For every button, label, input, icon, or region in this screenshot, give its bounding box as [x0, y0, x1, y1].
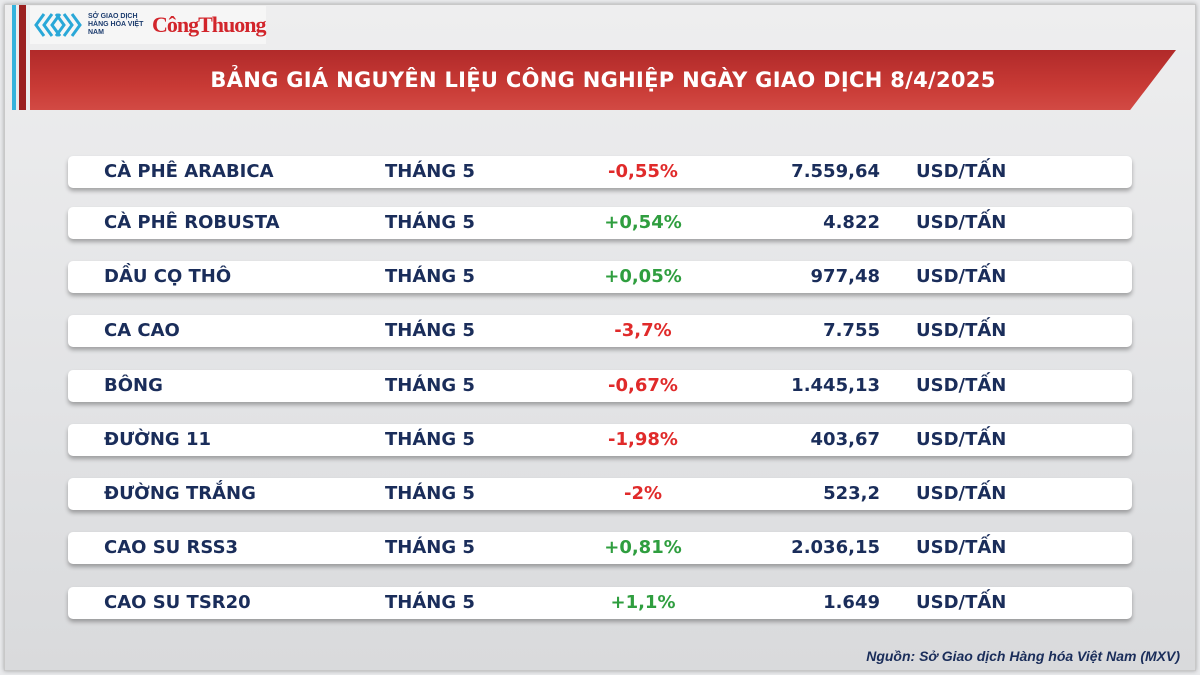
table-row: DẦU CỌ THÔ THÁNG 5 +0,05% 977,48 USD/TẤN	[68, 261, 1132, 293]
mxv-logo-text: SỞ GIAO DỊCH HÀNG HÓA VIỆT NAM	[88, 13, 144, 36]
change-percent: -3,7%	[614, 320, 672, 341]
logo: SỞ GIAO DỊCH HÀNG HÓA VIỆT NAM CôngThuon…	[30, 6, 267, 44]
contract-month: THÁNG 5	[385, 266, 475, 287]
contract-month: THÁNG 5	[385, 161, 475, 182]
contract-month: THÁNG 5	[385, 375, 475, 396]
change-percent: -0,55%	[608, 161, 678, 182]
accent-bar-red	[19, 5, 26, 110]
change-percent: -2%	[623, 483, 663, 504]
contract-month: THÁNG 5	[385, 483, 475, 504]
title-banner	[30, 50, 1176, 110]
mxv-logo-icon	[34, 13, 82, 37]
unit: USD/TẤN	[916, 537, 1007, 558]
table-row: CAO SU TSR20 THÁNG 5 +1,1% 1.649 USD/TẤN	[68, 587, 1132, 619]
contract-month: THÁNG 5	[385, 537, 475, 558]
unit: USD/TẤN	[916, 212, 1007, 233]
contract-month: THÁNG 5	[385, 212, 475, 233]
commodity-name: CÀ PHÊ ARABICA	[104, 161, 274, 182]
commodity-name: CAO SU RSS3	[104, 537, 239, 558]
cong-thuong-logo: CôngThuong	[152, 12, 267, 37]
table-row: CAO SU RSS3 THÁNG 5 +0,81% 2.036,15 USD/…	[68, 532, 1132, 564]
price: 403,67	[810, 429, 880, 450]
table-row: CA CAO THÁNG 5 -3,7% 7.755 USD/TẤN	[68, 315, 1132, 347]
contract-month: THÁNG 5	[385, 429, 475, 450]
unit: USD/TẤN	[916, 592, 1007, 613]
commodity-name: CAO SU TSR20	[104, 592, 251, 613]
commodity-name: CÀ PHÊ ROBUSTA	[104, 212, 280, 233]
change-percent: -0,67%	[608, 375, 678, 396]
unit: USD/TẤN	[916, 429, 1007, 450]
price: 1.649	[823, 592, 880, 613]
commodity-name: CA CAO	[104, 320, 180, 341]
change-percent: +0,81%	[604, 537, 682, 558]
change-percent: -1,98%	[608, 429, 678, 450]
table-row: CÀ PHÊ ROBUSTA THÁNG 5 +0,54% 4.822 USD/…	[68, 207, 1132, 239]
price: 523,2	[823, 483, 880, 504]
price: 4.822	[823, 212, 880, 233]
table-row: ĐƯỜNG 11 THÁNG 5 -1,98% 403,67 USD/TẤN	[68, 424, 1132, 456]
table-row: ĐƯỜNG TRẮNG THÁNG 5 -2% 523,2 USD/TẤN	[68, 478, 1132, 510]
commodity-name: DẦU CỌ THÔ	[104, 266, 232, 287]
unit: USD/TẤN	[916, 320, 1007, 341]
unit: USD/TẤN	[916, 266, 1007, 287]
change-percent: +1,1%	[610, 592, 676, 613]
price: 977,48	[810, 266, 880, 287]
change-percent: +0,54%	[604, 212, 682, 233]
unit: USD/TẤN	[916, 375, 1007, 396]
commodity-name: ĐƯỜNG TRẮNG	[104, 483, 256, 504]
price: 1.445,13	[791, 375, 880, 396]
source-note: Nguồn: Sở Giao dịch Hàng hóa Việt Nam (M…	[866, 648, 1180, 664]
unit: USD/TẤN	[916, 483, 1007, 504]
commodity-name: BÔNG	[104, 375, 163, 396]
price: 7.755	[823, 320, 880, 341]
commodity-name: ĐƯỜNG 11	[104, 429, 211, 450]
price: 7.559,64	[791, 161, 880, 182]
change-percent: +0,05%	[604, 266, 682, 287]
accent-bar-blue	[12, 5, 16, 110]
price: 2.036,15	[791, 537, 880, 558]
contract-month: THÁNG 5	[385, 592, 475, 613]
table-row: BÔNG THÁNG 5 -0,67% 1.445,13 USD/TẤN	[68, 370, 1132, 402]
page-title: BẢNG GIÁ NGUYÊN LIỆU CÔNG NGHIỆP NGÀY GI…	[210, 68, 996, 92]
contract-month: THÁNG 5	[385, 320, 475, 341]
table-row: CÀ PHÊ ARABICA THÁNG 5 -0,55% 7.559,64 U…	[68, 156, 1132, 188]
unit: USD/TẤN	[916, 161, 1007, 182]
